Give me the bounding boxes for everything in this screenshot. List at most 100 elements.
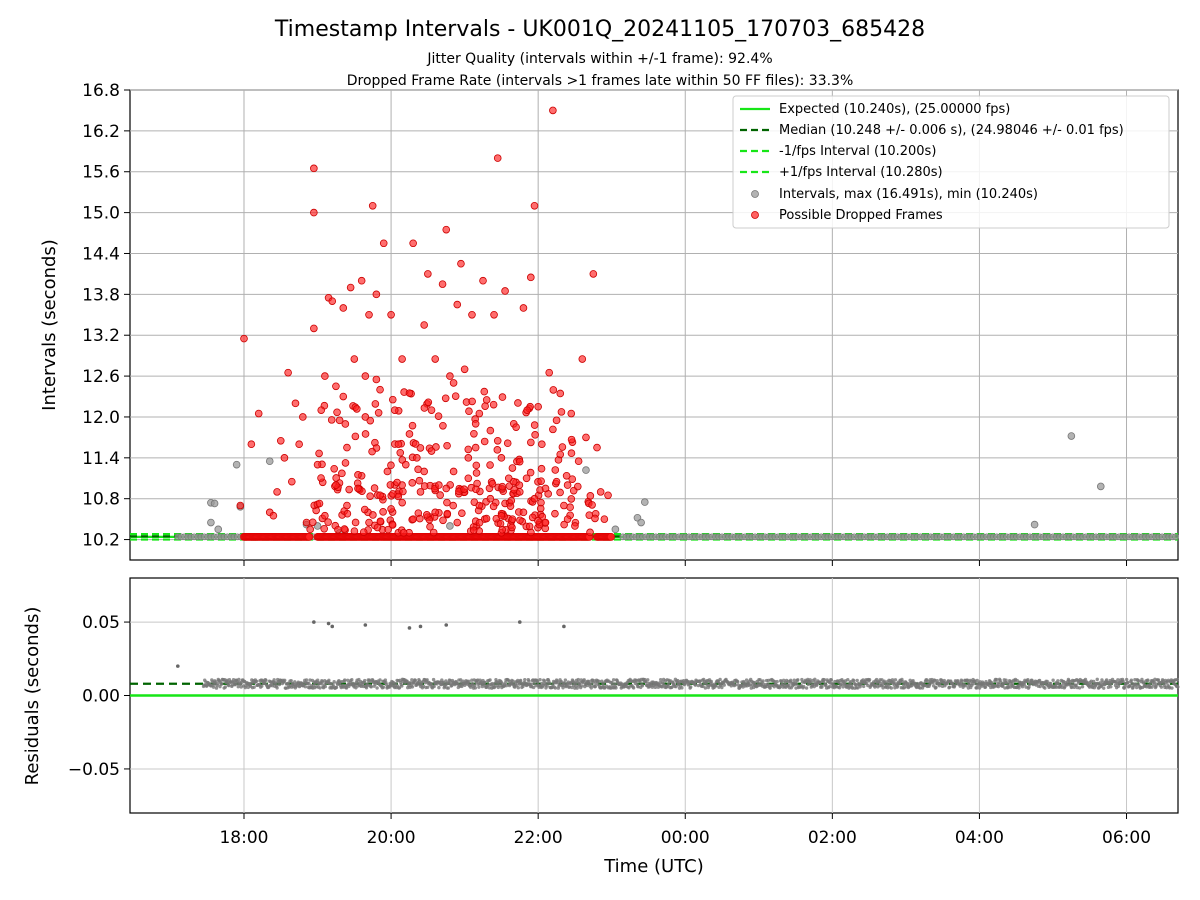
dropped-frame-point — [508, 464, 517, 472]
dropped-frame-point — [431, 508, 440, 517]
dropped-frame-point — [586, 492, 595, 500]
residual-point — [531, 685, 536, 690]
residual-point — [837, 686, 842, 690]
dropped-frame-point — [563, 515, 572, 523]
residual-point — [1015, 678, 1019, 683]
dropped-frame-point — [552, 416, 561, 425]
dropped-frame-point — [600, 515, 609, 523]
residual-point — [1152, 680, 1157, 684]
residual-point — [653, 685, 658, 690]
residual-point — [1170, 686, 1174, 690]
dropped-frame-point — [420, 321, 428, 329]
dropped-frame-point — [442, 484, 451, 493]
dropped-frame-point — [497, 454, 506, 462]
residuals-y-tick-label: 0.05 — [82, 613, 120, 633]
dropped-frame-point — [568, 475, 577, 483]
residual-point — [220, 682, 224, 686]
dropped-frame-point — [522, 474, 531, 483]
residual-point — [1026, 678, 1030, 682]
dropped-frame-point — [276, 436, 285, 445]
dropped-frame-point — [443, 498, 451, 507]
chart-subtitle-jitter: Jitter Quality (intervals within +/-1 fr… — [426, 51, 772, 67]
residual-point — [375, 686, 379, 690]
residual-point — [999, 680, 1003, 685]
dropped-frame-point — [396, 449, 405, 457]
dropped-frame-point — [479, 276, 487, 285]
residual-point — [703, 686, 708, 690]
dropped-frame-point — [374, 409, 383, 417]
dropped-frame-point — [369, 511, 377, 519]
dropped-frame-point — [345, 485, 353, 494]
dropped-frame-point — [409, 239, 417, 248]
dropped-frame-point — [453, 518, 462, 527]
residual-point — [761, 679, 765, 683]
residual-outlier-point — [407, 626, 412, 630]
intervals-panel: 10.2 10.8 11.4 12.0 12.6 13.2 13.8 14.4 15.0 15.6… — [39, 81, 1179, 566]
residual-point — [631, 686, 636, 690]
dropped-frame-point — [573, 482, 582, 491]
residual-point — [947, 685, 952, 689]
dropped-frame-point — [537, 464, 546, 473]
residual-point — [1134, 685, 1139, 690]
residual-point — [580, 684, 584, 688]
dropped-frame-point — [359, 528, 368, 536]
residual-point — [473, 686, 478, 690]
residual-point — [1159, 685, 1164, 689]
dropped-frame-point — [339, 392, 348, 401]
residual-point — [511, 679, 515, 683]
residuals-x-tick-label: 06:00 — [1102, 828, 1151, 848]
dropped-frame-point — [514, 399, 522, 407]
residual-point — [410, 678, 414, 682]
dropped-frame-point — [531, 431, 539, 439]
dropped-frame-point — [493, 154, 502, 162]
residual-point — [1051, 678, 1055, 682]
residual-point — [1056, 681, 1061, 686]
dropped-frame-point — [426, 522, 434, 531]
residual-point — [775, 679, 779, 684]
dropped-frame-point — [368, 201, 377, 210]
residual-point — [796, 678, 800, 682]
residual-point — [808, 678, 812, 682]
dropped-frame-point — [390, 406, 399, 414]
dropped-frame-point — [321, 372, 329, 380]
residual-point — [408, 681, 413, 685]
residual-point — [720, 685, 724, 690]
residual-point — [211, 685, 216, 689]
dropped-frame-point — [439, 516, 447, 525]
intervals-y-tick-label: 16.2 — [82, 122, 120, 142]
dropped-frame-point — [416, 514, 424, 523]
dropped-frame-point — [586, 528, 594, 537]
intervals-y-tick-label: 12.0 — [82, 408, 120, 428]
residual-point — [646, 678, 650, 682]
residual-point — [532, 681, 536, 685]
residual-point — [327, 678, 331, 683]
dropped-frame-point — [464, 454, 473, 462]
intervals-y-tick-label: 11.4 — [82, 449, 120, 469]
residuals-y-tick-label: −0.05 — [68, 760, 120, 780]
residual-point — [658, 677, 663, 682]
dropped-frame-point — [551, 509, 559, 518]
dropped-frame-point — [411, 440, 420, 448]
dropped-frame-point — [379, 508, 387, 516]
dropped-frame-point — [567, 449, 576, 457]
dropped-frame-point — [398, 355, 406, 363]
residual-point — [277, 682, 282, 687]
dropped-frame-point — [287, 477, 296, 486]
dropped-frame-point — [557, 408, 566, 416]
residual-point — [527, 679, 531, 683]
residual-outlier-point — [517, 620, 522, 624]
dropped-frame-point — [480, 387, 489, 396]
dropped-frame-point — [486, 494, 495, 503]
residual-point — [1022, 682, 1026, 687]
x-axis-label: Time (UTC) — [603, 856, 704, 877]
dropped-frame-point — [415, 476, 424, 485]
dropped-frame-point — [343, 443, 351, 452]
dropped-frame-point — [236, 501, 245, 510]
dropped-frame-point — [313, 460, 322, 469]
residuals-x-tick-label: 18:00 — [219, 828, 268, 848]
dropped-frame-point — [458, 509, 466, 517]
residual-point — [897, 681, 902, 685]
interval-point — [637, 518, 645, 527]
residual-point — [562, 681, 566, 685]
residual-point — [446, 686, 450, 690]
